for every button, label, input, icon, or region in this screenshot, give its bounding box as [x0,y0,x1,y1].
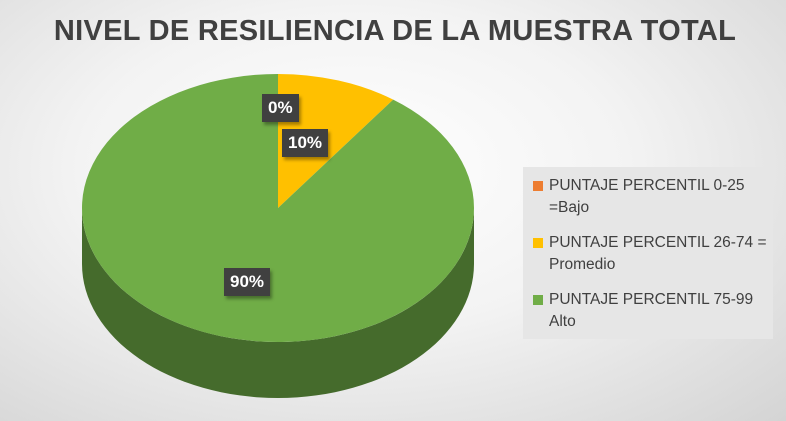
legend-item-alto: PUNTAJE PERCENTIL 75-99 Alto [533,289,779,333]
legend-label: PUNTAJE PERCENTIL 26-74 = Promedio [549,234,767,273]
legend-swatch [533,181,543,191]
chart-title: NIVEL DE RESILIENCIA DE LA MUESTRA TOTAL [53,15,737,47]
legend: PUNTAJE PERCENTIL 0-25 =Bajo PUNTAJE PER… [523,167,773,339]
legend-item-bajo: PUNTAJE PERCENTIL 0-25 =Bajo [533,175,779,219]
legend-item-promedio: PUNTAJE PERCENTIL 26-74 = Promedio [533,232,779,276]
pie-side-2 [82,208,474,398]
legend-label: PUNTAJE PERCENTIL 75-99 Alto [549,291,754,330]
legend-swatch [533,295,543,305]
legend-swatch [533,238,543,248]
data-label-bajo: 0% [262,94,299,122]
data-label-alto: 90% [224,268,271,296]
pie-slice-2 [82,74,475,343]
legend-label: PUNTAJE PERCENTIL 0-25 =Bajo [549,177,745,216]
pie-slice-1 [278,74,394,208]
data-label-promedio: 10% [282,129,329,157]
